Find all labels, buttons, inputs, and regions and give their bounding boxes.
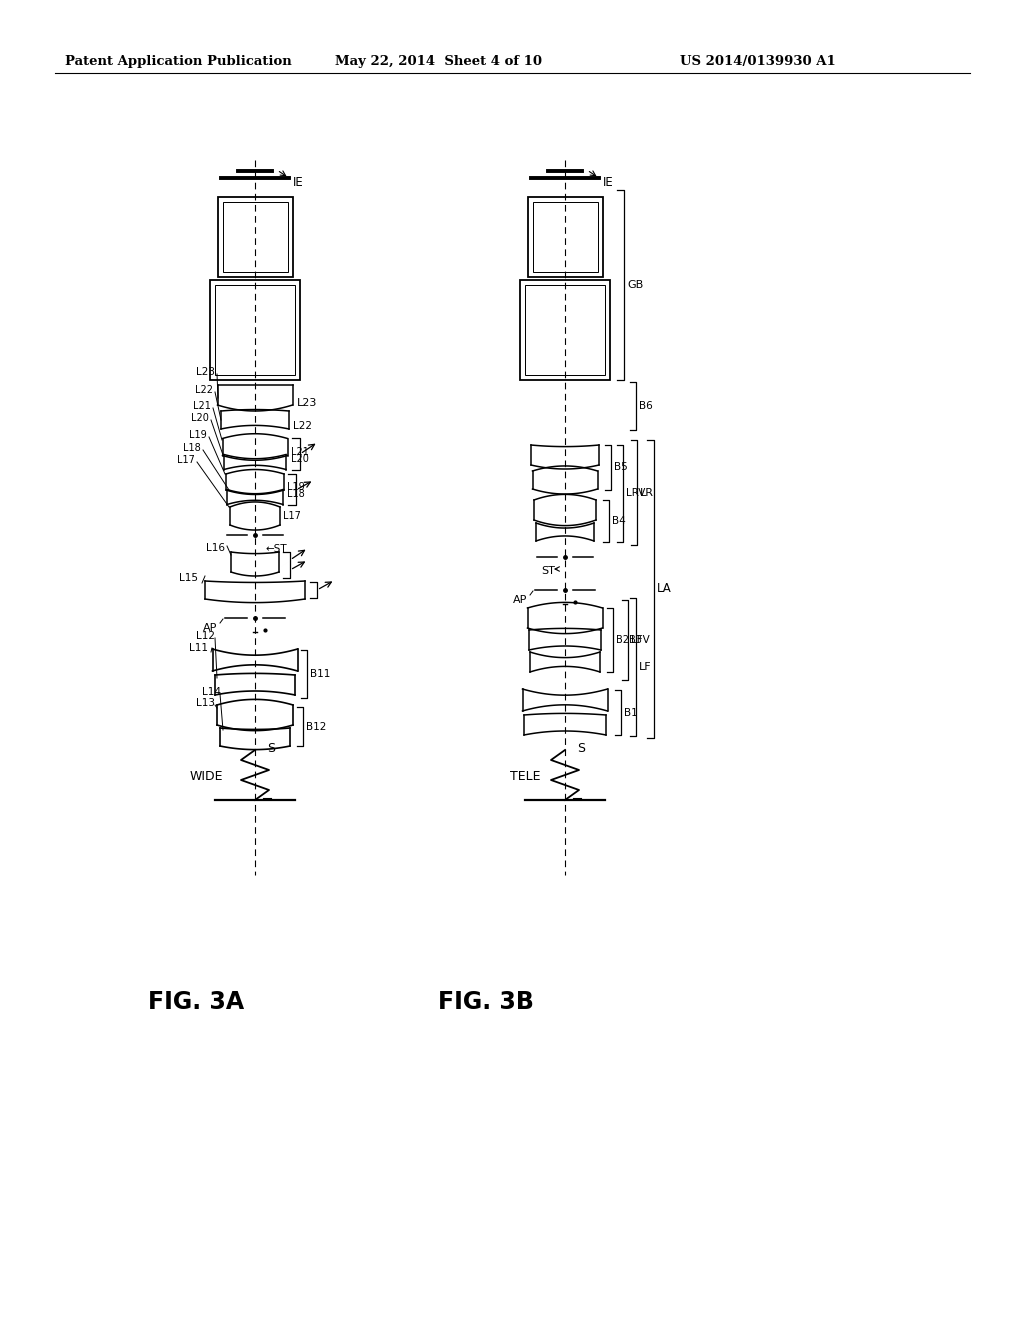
Text: L15: L15 bbox=[179, 573, 198, 583]
Text: TELE: TELE bbox=[510, 770, 541, 783]
Text: ST: ST bbox=[541, 566, 555, 576]
Text: AP: AP bbox=[513, 595, 527, 605]
Text: L18: L18 bbox=[287, 488, 305, 499]
Text: FIG. 3A: FIG. 3A bbox=[148, 990, 244, 1014]
Text: B12: B12 bbox=[306, 722, 327, 731]
Text: ←ST: ←ST bbox=[265, 544, 287, 554]
Bar bbox=[215, 285, 295, 375]
Text: GB: GB bbox=[627, 280, 643, 290]
Text: FIG. 3B: FIG. 3B bbox=[438, 990, 534, 1014]
Text: L22: L22 bbox=[293, 421, 312, 432]
Text: L20: L20 bbox=[291, 454, 309, 465]
Text: B5: B5 bbox=[614, 462, 628, 473]
Text: B4: B4 bbox=[612, 516, 626, 525]
Text: L21: L21 bbox=[194, 401, 211, 411]
Text: US 2014/0139930 A1: US 2014/0139930 A1 bbox=[680, 55, 836, 69]
Text: LA: LA bbox=[657, 582, 672, 595]
Text: IE: IE bbox=[293, 176, 304, 189]
Text: LF: LF bbox=[639, 663, 651, 672]
Bar bbox=[525, 285, 605, 375]
Text: AP: AP bbox=[203, 623, 217, 634]
Text: B2B3: B2B3 bbox=[616, 635, 642, 645]
Text: L18: L18 bbox=[183, 444, 201, 453]
Text: L16: L16 bbox=[206, 543, 225, 553]
Text: L19: L19 bbox=[189, 430, 207, 440]
Text: L19: L19 bbox=[287, 482, 305, 492]
Text: LFV: LFV bbox=[631, 635, 650, 645]
Bar bbox=[532, 202, 597, 272]
Text: L22: L22 bbox=[195, 385, 213, 395]
Text: B6: B6 bbox=[639, 401, 652, 411]
Text: L17: L17 bbox=[177, 455, 195, 465]
Text: L12: L12 bbox=[196, 631, 215, 642]
Text: LRV: LRV bbox=[626, 488, 645, 499]
Text: L14: L14 bbox=[202, 686, 221, 697]
Text: IE: IE bbox=[603, 176, 613, 189]
Bar bbox=[210, 280, 300, 380]
Bar bbox=[222, 202, 288, 272]
Text: L20: L20 bbox=[191, 413, 209, 422]
Bar bbox=[520, 280, 610, 380]
Bar bbox=[217, 197, 293, 277]
Text: WIDE: WIDE bbox=[190, 770, 223, 783]
Text: S: S bbox=[267, 742, 275, 755]
Text: May 22, 2014  Sheet 4 of 10: May 22, 2014 Sheet 4 of 10 bbox=[335, 55, 542, 69]
Text: S: S bbox=[577, 742, 585, 755]
Text: LR: LR bbox=[640, 487, 654, 498]
Text: L13: L13 bbox=[196, 698, 215, 708]
Text: L23: L23 bbox=[196, 367, 215, 378]
Text: Patent Application Publication: Patent Application Publication bbox=[65, 55, 292, 69]
Text: L11: L11 bbox=[189, 643, 208, 653]
Text: L21: L21 bbox=[291, 447, 309, 457]
Bar bbox=[527, 197, 602, 277]
Text: B11: B11 bbox=[310, 669, 331, 678]
Text: L23: L23 bbox=[297, 399, 317, 408]
Text: L17: L17 bbox=[283, 511, 301, 521]
Text: B1: B1 bbox=[624, 708, 638, 718]
